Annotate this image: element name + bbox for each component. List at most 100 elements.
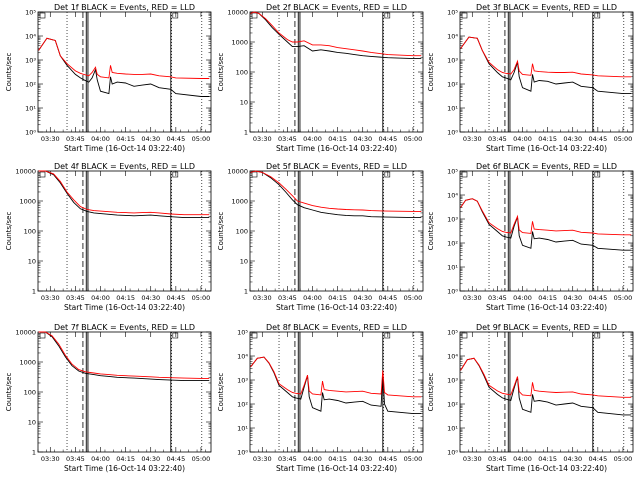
x-tick-label: 04:15 [116,294,135,302]
y-tick-label: 10000 [227,9,248,17]
y-tick-label: 10¹ [447,425,458,433]
x-tick-label: 03:45 [278,455,297,463]
panel-title: Det 8f BLACK = Events, RED = LLD [266,323,407,332]
panel-title: Det 4f BLACK = Events, RED = LLD [54,162,195,171]
x-tick-label: 04:15 [116,135,135,143]
lld-series-line [250,356,422,398]
x-tick-label: 04:45 [166,455,185,463]
events-series-line [460,198,632,251]
panel-9: Det 9f BLACK = Events, RED = LLD Counts/s… [427,323,634,473]
y-tick-label: 100 [236,228,248,236]
x-tick-label: 04:30 [141,455,160,463]
y-tick-label: 10⁵ [447,168,458,176]
x-axis-label: Start Time (16-Oct-14 03:22:40) [486,303,607,312]
x-axis-label: Start Time (16-Oct-14 03:22:40) [486,144,607,153]
y-axis-label: Counts/sec [217,212,225,251]
x-tick-label: 04:00 [303,135,322,143]
y-tick-label: 10000 [227,168,248,176]
y-tick-label: 10⁴ [237,353,248,361]
x-tick-label: 04:15 [116,455,135,463]
x-tick-label: 04:30 [353,135,372,143]
y-tick-label: 10² [447,240,458,248]
lld-series-line [38,37,210,79]
y-tick-label: 1000 [231,39,248,47]
x-tick-label: 05:00 [404,455,423,463]
y-tick-label: 1 [244,129,248,137]
y-tick-label: 10⁵ [447,9,458,17]
panel-6: Det 6f BLACK = Events, RED = LLD Counts/s… [427,162,634,312]
x-tick-label: 04:00 [91,135,110,143]
panel-title: Det 7f BLACK = Events, RED = LLD [54,323,195,332]
y-tick-label: 10¹ [25,105,36,113]
x-tick-label: 04:45 [588,135,607,143]
y-tick-label: 10² [25,81,36,89]
x-axis-label: Start Time (16-Oct-14 03:22:40) [276,464,397,473]
x-tick-label: 04:15 [538,455,557,463]
panel-title: Det 3f BLACK = Events, RED = LLD [476,3,617,12]
x-tick-label: 03:45 [278,135,297,143]
y-tick-label: 10¹ [447,105,458,113]
x-tick-label: 04:00 [513,294,532,302]
x-tick-label: 03:30 [253,135,272,143]
y-tick-label: 10000 [15,168,36,176]
x-tick-label: 04:00 [513,455,532,463]
start-marker-box [461,12,468,19]
end-marker-box [594,12,601,19]
y-tick-label: 10 [240,258,248,266]
y-axis-label: Counts/sec [5,373,13,412]
y-axis-label: Counts/sec [427,53,435,92]
plot-frame [459,331,634,453]
y-tick-label: 1 [244,288,248,296]
x-tick-label: 04:30 [141,135,160,143]
x-axis-label: Start Time (16-Oct-14 03:22:40) [64,144,185,153]
x-tick-label: 03:45 [278,294,297,302]
plot-frame [37,11,212,133]
y-tick-label: 10⁵ [447,329,458,337]
events-series-line [250,11,422,60]
start-marker-box [251,12,258,19]
panel-title: Det 5f BLACK = Events, RED = LLD [266,162,407,171]
y-tick-label: 1 [32,449,36,457]
y-tick-label: 10 [28,419,36,427]
events-series-line [250,356,422,415]
x-tick-label: 03:30 [253,294,272,302]
x-tick-label: 04:45 [166,294,185,302]
x-tick-label: 03:45 [488,294,507,302]
y-tick-label: 10³ [237,377,248,385]
end-marker-box [384,171,391,178]
events-series-line [460,357,632,416]
y-tick-label: 10³ [25,57,36,65]
x-tick-label: 04:30 [141,294,160,302]
x-tick-label: 03:45 [66,294,85,302]
x-tick-label: 03:30 [463,455,482,463]
panel-3: Det 3f BLACK = Events, RED = LLD Counts/s… [427,3,634,153]
x-tick-label: 04:30 [353,294,372,302]
x-tick-label: 05:00 [192,455,211,463]
y-axis-label: Counts/sec [5,212,13,251]
y-tick-label: 10⁰ [447,449,458,457]
y-tick-label: 1 [32,288,36,296]
y-tick-label: 10000 [15,329,36,337]
events-series-line [38,331,210,382]
x-tick-label: 04:45 [378,135,397,143]
x-tick-label: 04:15 [328,455,347,463]
plot-frame [249,170,424,292]
events-series-line [250,170,422,219]
x-axis-label: Start Time (16-Oct-14 03:22:40) [64,303,185,312]
x-tick-label: 03:45 [488,455,507,463]
panel-title: Det 9f BLACK = Events, RED = LLD [476,323,617,332]
x-tick-label: 04:15 [328,135,347,143]
y-tick-label: 1000 [19,198,36,206]
end-marker-box [594,171,601,178]
start-marker-box [251,332,258,339]
x-tick-label: 05:00 [404,135,423,143]
events-series-line [38,37,210,97]
start-marker-box [461,171,468,178]
plot-frame [249,331,424,453]
x-tick-label: 05:00 [614,135,633,143]
end-marker-box [384,12,391,19]
start-marker-box [251,171,258,178]
x-tick-label: 03:30 [41,294,60,302]
lld-series-line [250,170,422,212]
